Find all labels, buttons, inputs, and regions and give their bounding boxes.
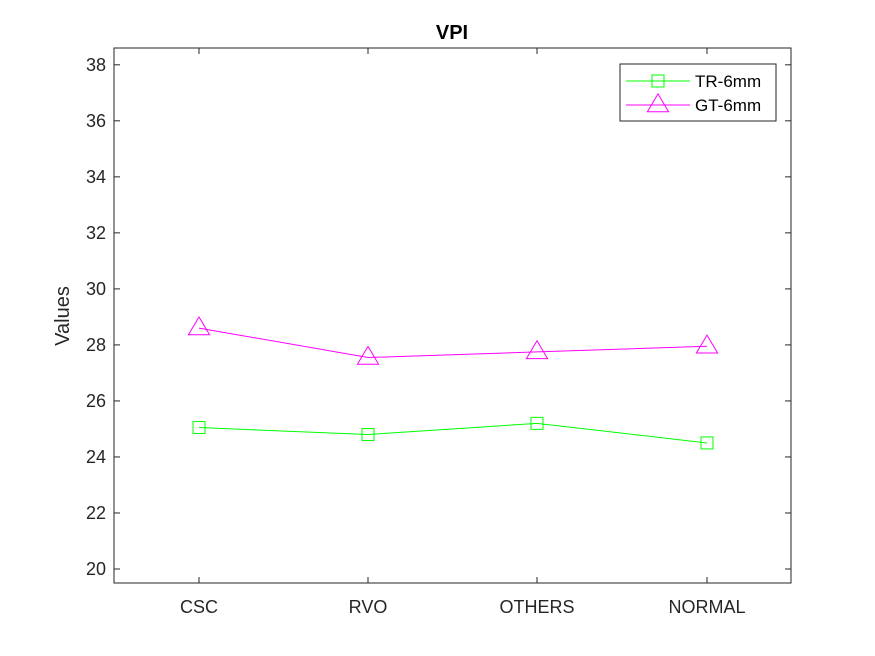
legend-label: TR-6mm bbox=[695, 72, 761, 91]
y-tick-label: 20 bbox=[86, 559, 106, 579]
legend-label: GT-6mm bbox=[695, 96, 761, 115]
y-tick-label: 30 bbox=[86, 279, 106, 299]
y-tick-label: 38 bbox=[86, 55, 106, 75]
x-tick-label: RVO bbox=[349, 597, 388, 617]
chart-title: VPI bbox=[436, 22, 468, 44]
y-tick-label: 24 bbox=[86, 447, 106, 467]
ticks-layer: 20 22 24 26 28 30 32 34 36 38 CSC RVO OTHERS NORMAL bbox=[86, 48, 791, 617]
triangle-marker bbox=[525, 339, 549, 360]
square-marker bbox=[361, 428, 375, 442]
y-tick-label: 36 bbox=[86, 111, 106, 131]
legend-box bbox=[619, 63, 777, 122]
series-line bbox=[198, 327, 708, 359]
x-tick-label: NORMAL bbox=[668, 597, 745, 617]
plot-frame bbox=[113, 47, 792, 584]
square-marker bbox=[530, 416, 544, 430]
y-tick-label: 34 bbox=[86, 167, 106, 187]
y-tick-label: 32 bbox=[86, 223, 106, 243]
triangle-marker bbox=[187, 315, 211, 336]
triangle-marker bbox=[646, 92, 670, 113]
series-line bbox=[198, 422, 708, 444]
triangle-marker bbox=[695, 334, 719, 354]
y-tick-label: 22 bbox=[86, 503, 106, 523]
series-layer bbox=[187, 315, 719, 450]
square-marker bbox=[192, 421, 206, 435]
plot-area bbox=[114, 48, 791, 583]
y-tick-label: 26 bbox=[86, 391, 106, 411]
square-marker bbox=[700, 436, 714, 450]
y-tick-label: 28 bbox=[86, 335, 106, 355]
series-tr-6mm bbox=[192, 416, 714, 450]
legend: TR-6mm GT-6mm bbox=[619, 63, 777, 122]
square-marker bbox=[651, 74, 665, 88]
y-axis-label: Values bbox=[52, 286, 74, 346]
x-tick-label: CSC bbox=[180, 597, 218, 617]
triangle-marker bbox=[356, 345, 380, 365]
series-gt-6mm bbox=[187, 315, 719, 365]
x-tick-label: OTHERS bbox=[499, 597, 574, 617]
